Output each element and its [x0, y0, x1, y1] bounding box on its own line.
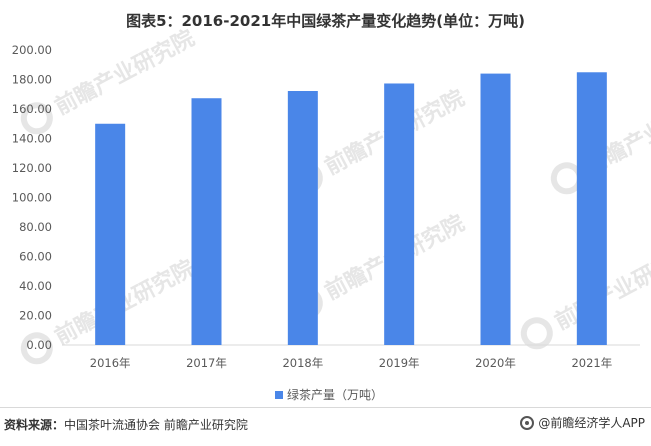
chart-title: 图表5：2016-2021年中国绿茶产量变化趋势(单位：万吨) [126, 12, 525, 30]
y-tick-label: 60.00 [19, 250, 52, 264]
brand-credit: @前瞻经济学人APP [520, 414, 645, 431]
qianzhan-logo-icon [520, 415, 535, 430]
x-tick-label: 2017年 [186, 356, 227, 370]
watermark-logo-icon [20, 332, 53, 365]
bar [384, 83, 415, 346]
y-tick-label: 100.00 [12, 191, 52, 205]
bar [576, 72, 607, 346]
legend: 绿茶产量（万吨） [275, 387, 383, 402]
y-tick-label: 0.00 [26, 338, 52, 352]
x-tick-label: 2018年 [282, 356, 323, 370]
y-tick-label: 120.00 [12, 161, 52, 175]
bar [480, 73, 511, 345]
footer-divider [0, 407, 651, 408]
x-tick-label: 2020年 [475, 356, 516, 370]
watermark-logo-icon [20, 102, 53, 135]
legend-label: 绿茶产量（万吨） [287, 387, 383, 402]
source-note: 资料来源：中国茶叶流通协会 前瞻产业研究院 [4, 416, 248, 433]
y-tick-label: 160.00 [12, 102, 52, 116]
y-tick-label: 180.00 [12, 73, 52, 87]
source-text: 中国茶叶流通协会 前瞻产业研究院 [64, 418, 248, 432]
brand-text: @前瞻经济学人APP [538, 416, 645, 430]
x-tick-label: 2021年 [571, 356, 612, 370]
y-axis: 0.00 20.00 40.00 60.00 80.00 100.00 120.00 140.… [12, 43, 52, 352]
x-tick-label: 2016年 [90, 356, 131, 370]
bar [191, 98, 222, 345]
legend-swatch [275, 391, 283, 399]
watermark-logo-icon [520, 317, 553, 350]
bar [287, 91, 318, 345]
y-tick-label: 80.00 [19, 220, 52, 234]
y-tick-label: 200.00 [12, 43, 52, 57]
source-label: 资料来源： [4, 418, 65, 432]
y-tick-label: 40.00 [19, 279, 52, 293]
y-tick-label: 140.00 [12, 132, 52, 146]
bar-series [95, 72, 607, 346]
x-axis: 2016年 2017年 2018年 2019年 2020年 2021年 [90, 356, 612, 370]
y-tick-label: 20.00 [19, 309, 52, 323]
x-tick-label: 2019年 [379, 356, 420, 370]
bar [95, 123, 126, 345]
bar-chart: 前瞻产业研究院前瞻产业研究院前瞻产业研究院前瞻产业研究院前瞻产业研究院前瞻产业研… [12, 25, 651, 402]
watermark-text: 前瞻产业研究院 [51, 25, 199, 120]
